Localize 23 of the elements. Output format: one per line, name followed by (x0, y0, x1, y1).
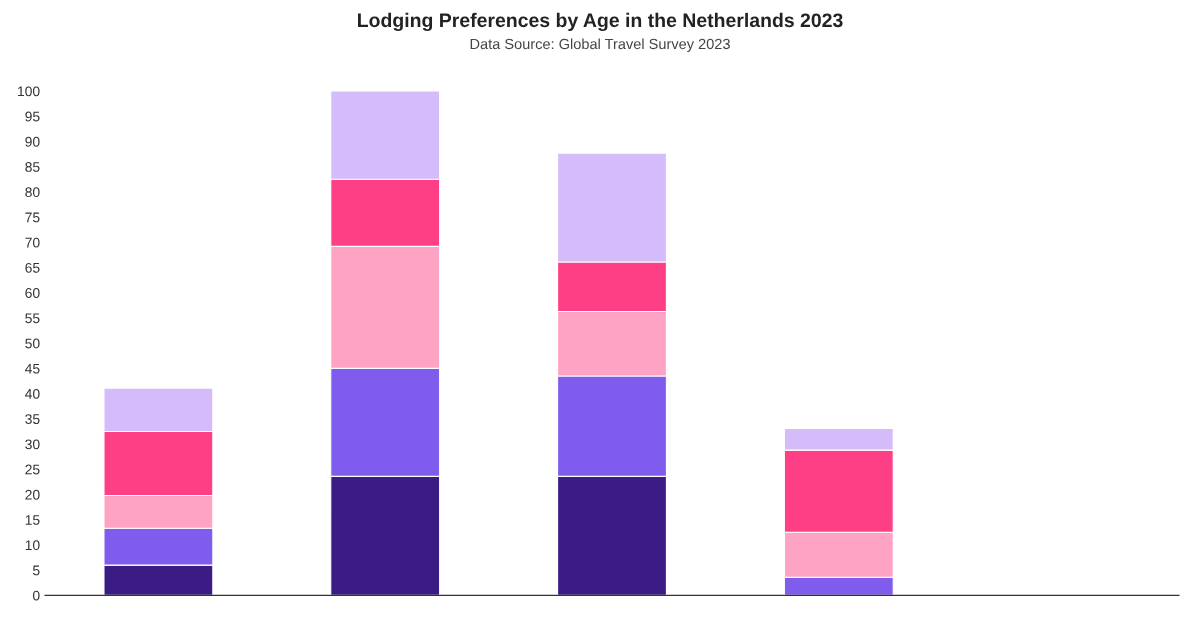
y-tick-label: 35 (25, 414, 40, 425)
y-tick-label: 85 (25, 162, 40, 172)
y-tick-label: 20 (25, 489, 40, 500)
y-tick-label: 100 (18, 86, 40, 97)
chart-title: Lodging Preferences by Age in the Netherlands 2023 (358, 12, 843, 32)
y-tick-label: 55 (25, 313, 40, 324)
y-tick-label: 45 (25, 363, 40, 374)
y-tick-label: 10 (25, 540, 40, 551)
chart-subtitle: Data Source: Global Travel Survey 2023 (470, 38, 730, 53)
y-tick-label: 95 (25, 111, 40, 122)
y-tick-label: 5 (32, 565, 40, 576)
y-tick-label: 80 (25, 187, 40, 198)
y-tick-label: 60 (25, 288, 40, 298)
y-tick-label: 90 (25, 136, 40, 147)
y-tick-label: 0 (32, 590, 40, 601)
y-tick-label: 70 (25, 237, 40, 248)
y-tick-label: 15 (25, 515, 40, 525)
y-tick-label: 65 (25, 262, 40, 273)
y-tick-label: 40 (25, 388, 40, 399)
y-tick-label: 30 (25, 439, 40, 450)
y-tick-label: 50 (25, 338, 40, 349)
y-tick-label: 25 (25, 464, 40, 475)
y-tick-label: 75 (25, 212, 40, 223)
